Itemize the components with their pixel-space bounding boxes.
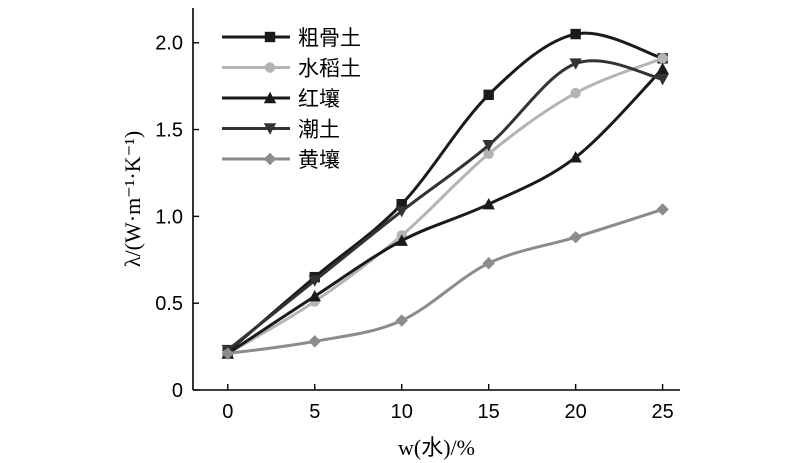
legend-label: 水稻土 [298, 57, 361, 81]
data-point [395, 205, 408, 218]
legend-swatch-marker [263, 123, 277, 135]
x-tick-label: 15 [478, 401, 500, 423]
series-line [226, 59, 663, 352]
data-point [569, 151, 582, 163]
legend-label: 红壤 [298, 87, 340, 111]
data-point [221, 347, 234, 360]
x-tick-label: 10 [391, 401, 413, 423]
data-point [396, 199, 407, 210]
data-point [482, 198, 495, 210]
series-layer [221, 28, 669, 360]
data-point [395, 314, 408, 327]
y-tick-label: 1.5 [155, 120, 183, 142]
y-tick-label: 1.0 [155, 206, 183, 228]
series-line [227, 207, 664, 356]
legend-swatch-marker [264, 31, 276, 43]
y-tick-label: 0 [172, 380, 183, 402]
data-point [570, 28, 581, 40]
x-tick-label: 25 [651, 401, 673, 423]
axes: 0 5 10 15 20 25 0 0.5 1.0 1.5 2.0 [155, 8, 680, 423]
legend-item: 水稻土 [222, 57, 361, 81]
data-point [395, 234, 408, 246]
series-line [226, 67, 664, 355]
legend-item: 粗骨土 [222, 26, 361, 50]
x-tick-label: 5 [309, 401, 320, 423]
y-tick-label: 2.0 [155, 33, 183, 55]
data-point [569, 58, 582, 70]
series-3 [221, 62, 669, 359]
legend-label: 黄壤 [298, 148, 340, 172]
data-point [308, 290, 321, 302]
legend-label: 粗骨土 [298, 26, 361, 50]
legend-swatch-marker [264, 62, 276, 73]
x-axis-title: w(水)/% [398, 435, 475, 460]
legend-item: 潮土 [222, 118, 340, 142]
series-5 [221, 203, 669, 360]
data-point [483, 89, 494, 101]
legend-item: 黄壤 [222, 148, 340, 172]
legend-swatch-marker [263, 91, 277, 104]
data-point [482, 139, 495, 152]
x-tick-label: 20 [565, 401, 587, 423]
legend-swatch-marker [263, 152, 277, 166]
legend-item: 红壤 [222, 87, 340, 111]
x-tick-label: 0 [222, 401, 233, 423]
data-point [570, 87, 581, 99]
data-point [308, 335, 321, 348]
data-point [483, 148, 494, 160]
data-point [482, 257, 495, 270]
data-point [656, 203, 669, 216]
data-point [569, 231, 582, 244]
y-tick-label: 0.5 [155, 293, 183, 315]
data-point [656, 62, 669, 74]
series-4 [221, 58, 669, 357]
legend-label: 潮土 [298, 118, 340, 142]
data-point [657, 53, 668, 64]
y-axis-title: λ/(W·m⁻¹·K⁻¹) [120, 131, 145, 267]
data-point [308, 275, 321, 287]
data-point [656, 73, 669, 86]
